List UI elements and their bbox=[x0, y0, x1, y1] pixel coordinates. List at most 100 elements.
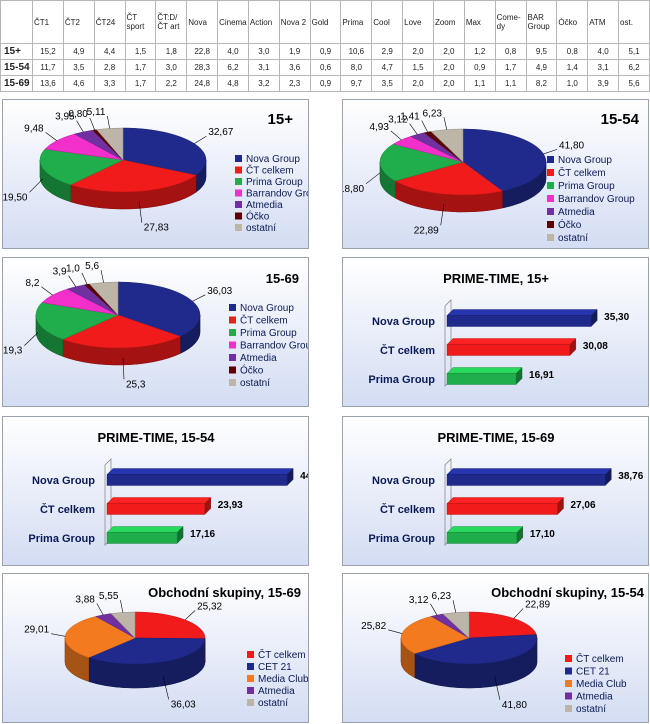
table-cell: 24,8 bbox=[186, 75, 219, 92]
leader-line bbox=[192, 294, 206, 302]
table-cell: 1,2 bbox=[463, 43, 496, 60]
chart-title: PRIME-TIME, 15+ bbox=[443, 271, 549, 286]
table-cell: 0,6 bbox=[309, 59, 342, 76]
table-cell: 1,5 bbox=[124, 43, 157, 60]
pie-value-label: 25,3 bbox=[126, 379, 146, 390]
table-column-header: ČT1 bbox=[32, 0, 64, 44]
pie-value-label: 29,01 bbox=[24, 625, 49, 636]
legend-entry: Nova Group bbox=[558, 155, 612, 166]
pie-value-label: 4,93 bbox=[369, 122, 389, 133]
table-cell: 4,9 bbox=[62, 43, 95, 60]
table-cell: 10,6 bbox=[340, 43, 373, 60]
chart-title: 15+ bbox=[268, 111, 294, 128]
pie-value-label: 22,89 bbox=[414, 225, 439, 236]
bar-nova bbox=[446, 468, 612, 486]
table-cell: 3,5 bbox=[371, 75, 404, 92]
pie-value-label: 6,23 bbox=[432, 591, 452, 602]
table-cell: 3,9 bbox=[587, 75, 620, 92]
pie-value-label: 25,82 bbox=[361, 621, 386, 632]
legend-entry: Media Club bbox=[576, 679, 627, 690]
share-table-body: 15+ 15,2 4,9 4,4 1,5 1,8 22,8 4,0 3,0 1,9 0,9 10,6 2… bbox=[0, 43, 650, 92]
pie-slice-prima bbox=[379, 143, 464, 182]
pie-slice-ostatni bbox=[430, 128, 464, 163]
table-cell: 4,7 bbox=[371, 59, 404, 76]
table-cell: 3,3 bbox=[93, 75, 126, 92]
table-cell: 3,1 bbox=[247, 59, 280, 76]
pie-data-labels: 36,03 25,3 19,3 8,2 3,9 1,0 5,6 bbox=[3, 261, 233, 390]
table-column-header: Zoom bbox=[432, 0, 465, 44]
leader-line bbox=[76, 120, 84, 133]
table-cell: 3,6 bbox=[278, 59, 311, 76]
table-cell: 3,0 bbox=[247, 43, 280, 60]
legend-entry: ostatní bbox=[558, 233, 588, 244]
table-column-header: Cinema bbox=[217, 0, 249, 44]
leader-line bbox=[365, 172, 381, 185]
table-column-header: Gold bbox=[309, 0, 342, 44]
chart-title: 15-69 bbox=[266, 271, 299, 286]
pie-value-label: 0,80 bbox=[68, 109, 88, 120]
legend-swatch bbox=[229, 341, 236, 349]
table-cell: 2,2 bbox=[155, 75, 188, 92]
legend-entry: Prima Group bbox=[240, 328, 297, 339]
table-cell: 2,0 bbox=[432, 43, 465, 60]
table-cell: 2,3 bbox=[278, 75, 311, 92]
bar-category-label: ČT celkem bbox=[380, 503, 435, 516]
bar-category-label: ČT celkem bbox=[380, 344, 435, 357]
bar-value-label: 38,76 bbox=[618, 471, 643, 482]
legend-entry: ČT celkem bbox=[240, 314, 288, 327]
legend-entry: CET 21 bbox=[576, 667, 610, 678]
pie-slice-media_club bbox=[400, 616, 470, 654]
legend-entry: ostatní bbox=[576, 704, 606, 715]
pie-sides bbox=[400, 637, 538, 689]
table-cell: 9,5 bbox=[525, 43, 558, 60]
pie-slice-nova bbox=[117, 281, 201, 337]
pie-data-labels: 32,67 27,83 19,50 9,48 3,950,805,11 bbox=[3, 107, 234, 234]
leader-line bbox=[409, 123, 418, 135]
legend-swatch bbox=[229, 329, 236, 336]
legend-swatch bbox=[247, 687, 254, 694]
bar-value-label: 44,11 bbox=[300, 471, 309, 482]
chart-title: 15-54 bbox=[601, 111, 640, 128]
table-cell: 8,0 bbox=[340, 59, 373, 76]
bar-prima bbox=[446, 367, 523, 385]
table-column-header: ČT sport bbox=[124, 0, 157, 44]
legend-swatch bbox=[547, 234, 554, 241]
table-cell: 0,9 bbox=[309, 75, 342, 92]
table-row-label: 15-54 bbox=[0, 59, 33, 76]
legend-swatch bbox=[229, 316, 236, 324]
table-cell: 4,0 bbox=[587, 43, 620, 60]
legend-entry: ČT celkem bbox=[558, 166, 606, 179]
table-cell: 5,6 bbox=[618, 75, 650, 92]
table-cell: 0,8 bbox=[556, 43, 589, 60]
table-column-header: ost. bbox=[618, 0, 650, 44]
pie-value-label: 27,83 bbox=[144, 223, 169, 234]
pie-value-label: 41,80 bbox=[559, 140, 584, 151]
legend-swatch bbox=[235, 224, 242, 231]
bar-category-label: Prima Group bbox=[28, 533, 95, 545]
legend-entry: Barrandov Group bbox=[240, 341, 309, 352]
chart-title: PRIME-TIME, 15-69 bbox=[437, 430, 554, 445]
legend-swatch bbox=[547, 182, 554, 189]
table-cell: 4,8 bbox=[217, 75, 249, 92]
pie-value-label: 5,6 bbox=[85, 261, 99, 272]
bar-category-label: Nova Group bbox=[372, 475, 435, 487]
legend-swatch bbox=[247, 663, 254, 670]
pie-chart-business-groups-15-69: 25,32 36,03 29,01 3,88 5,55 Obchodní skupiny,… bbox=[2, 573, 309, 723]
leader-line bbox=[440, 204, 445, 226]
table-cell: 3,2 bbox=[247, 75, 280, 92]
legend-entry: Barrandov Group bbox=[558, 194, 635, 205]
table-cell: 4,0 bbox=[217, 43, 249, 60]
table-column-header: Nova bbox=[186, 0, 219, 44]
leader-line bbox=[29, 178, 44, 193]
bar-chart-prime-time-15plus: PRIME-TIME, 15+ 35,30 Nova Group 30,08 ČT ce… bbox=[342, 257, 649, 407]
leader-line bbox=[45, 132, 57, 141]
legend-swatch bbox=[235, 212, 242, 220]
legend-swatch bbox=[565, 655, 572, 662]
bar-category-label: Nova Group bbox=[372, 316, 435, 328]
legend-swatch bbox=[547, 169, 554, 176]
table-cell: 6,2 bbox=[217, 59, 249, 76]
table-cell: 1,8 bbox=[155, 43, 188, 60]
table-column-header: Max bbox=[463, 0, 496, 44]
